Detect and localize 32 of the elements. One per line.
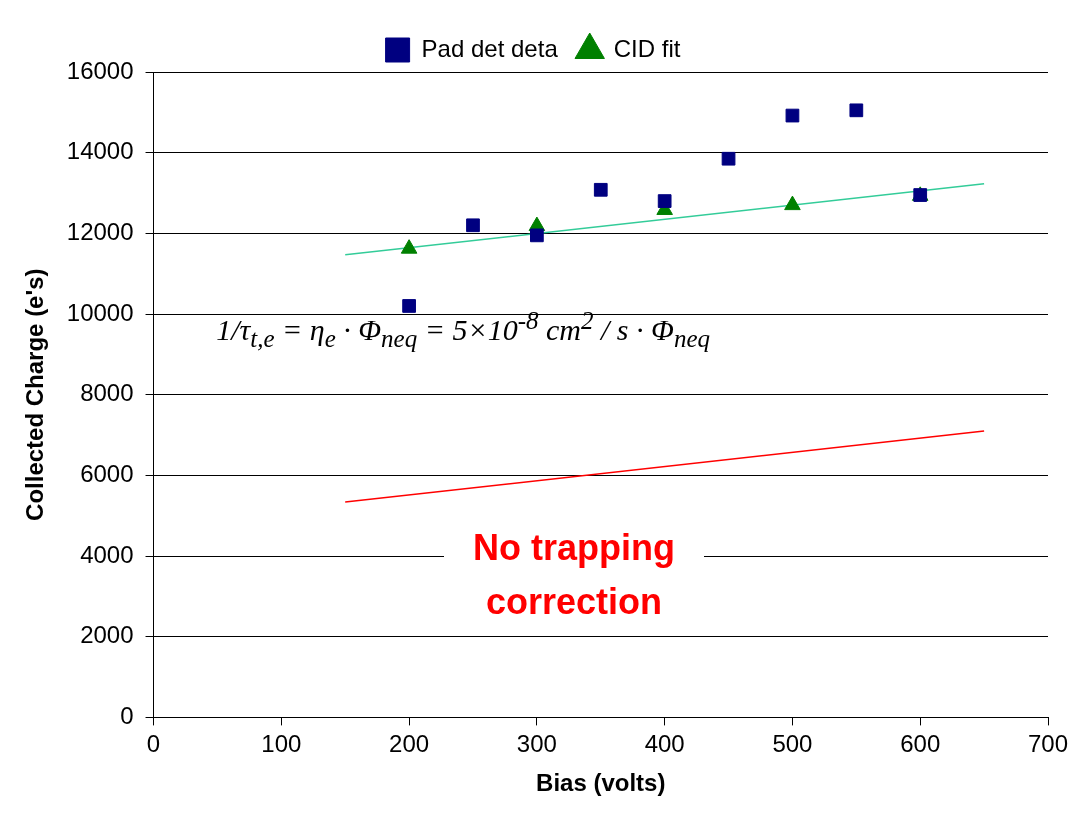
x-tick-label: 300 [516, 730, 557, 758]
x-tick-label: 0 [146, 730, 161, 758]
point [402, 299, 416, 313]
y-tick-label: 4000 [80, 540, 134, 568]
legend-label: CID fit [613, 34, 681, 62]
x-axis-title: Bias (volts) [536, 769, 666, 797]
point [593, 182, 608, 197]
point [784, 195, 801, 211]
point [785, 108, 800, 123]
point [530, 228, 544, 243]
point [400, 239, 418, 254]
y-tick-label: 8000 [80, 379, 134, 407]
point [849, 103, 864, 118]
y-tick-label: 10000 [66, 298, 134, 326]
annotation: No trapping correction [443, 521, 704, 630]
x-tick-label: 200 [389, 730, 430, 758]
x-tick-label: 600 [900, 730, 941, 758]
y-tick-label: 14000 [66, 137, 134, 165]
y-tick-label: 0 [120, 702, 134, 730]
point [466, 218, 480, 233]
y-axis-title: Collected Charge (e's) [21, 268, 49, 521]
x-tick-label: 100 [261, 730, 302, 758]
point [657, 194, 672, 208]
x-tick-label: 400 [644, 730, 685, 758]
legend-label: Pad det deta [421, 34, 559, 62]
y-tick-label: 2000 [80, 621, 134, 649]
x-tick-label: 500 [772, 730, 813, 758]
point [721, 151, 736, 166]
y-tick-label: 6000 [80, 460, 134, 487]
y-tick-label: 12000 [66, 217, 134, 245]
y-tick-label: 16000 [66, 56, 134, 84]
x-tick-label: 700 [1027, 730, 1069, 758]
